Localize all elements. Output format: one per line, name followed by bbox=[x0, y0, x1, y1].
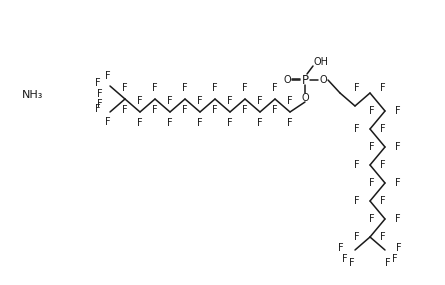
Text: F: F bbox=[272, 83, 278, 93]
Text: F: F bbox=[105, 117, 111, 127]
Text: F: F bbox=[212, 83, 218, 93]
Text: F: F bbox=[287, 118, 293, 128]
Text: F: F bbox=[349, 258, 355, 268]
Text: F: F bbox=[395, 178, 401, 188]
Text: F: F bbox=[95, 104, 101, 114]
Text: F: F bbox=[227, 118, 233, 128]
Text: F: F bbox=[137, 96, 143, 106]
Text: F: F bbox=[369, 106, 375, 116]
Text: F: F bbox=[152, 83, 158, 93]
Text: F: F bbox=[342, 254, 348, 264]
Text: F: F bbox=[167, 96, 173, 106]
Text: F: F bbox=[105, 71, 111, 81]
Text: F: F bbox=[122, 105, 128, 115]
Text: F: F bbox=[395, 214, 401, 224]
Text: F: F bbox=[385, 258, 391, 268]
Text: F: F bbox=[257, 118, 263, 128]
Text: O: O bbox=[301, 93, 309, 103]
Text: F: F bbox=[354, 124, 360, 134]
Text: F: F bbox=[338, 243, 344, 253]
Text: O: O bbox=[319, 75, 327, 85]
Text: F: F bbox=[272, 105, 278, 115]
Text: F: F bbox=[197, 96, 203, 106]
Text: F: F bbox=[152, 105, 158, 115]
Text: F: F bbox=[97, 89, 103, 99]
Text: F: F bbox=[137, 118, 143, 128]
Text: F: F bbox=[354, 160, 360, 170]
Text: OH: OH bbox=[313, 57, 328, 67]
Text: F: F bbox=[182, 105, 188, 115]
Text: F: F bbox=[369, 178, 375, 188]
Text: F: F bbox=[380, 160, 386, 170]
Text: F: F bbox=[395, 142, 401, 152]
Text: F: F bbox=[287, 96, 293, 106]
Text: F: F bbox=[392, 254, 398, 264]
Text: P: P bbox=[302, 74, 308, 87]
Text: F: F bbox=[197, 118, 203, 128]
Text: F: F bbox=[212, 105, 218, 115]
Text: F: F bbox=[227, 96, 233, 106]
Text: F: F bbox=[122, 83, 128, 93]
Text: F: F bbox=[395, 106, 401, 116]
Text: F: F bbox=[97, 99, 103, 109]
Text: F: F bbox=[242, 105, 248, 115]
Text: F: F bbox=[380, 232, 386, 242]
Text: F: F bbox=[242, 83, 248, 93]
Text: F: F bbox=[354, 232, 360, 242]
Text: F: F bbox=[396, 243, 402, 253]
Text: F: F bbox=[380, 196, 386, 206]
Text: F: F bbox=[354, 196, 360, 206]
Text: O: O bbox=[283, 75, 291, 85]
Text: F: F bbox=[354, 83, 360, 93]
Text: F: F bbox=[182, 83, 188, 93]
Text: F: F bbox=[369, 214, 375, 224]
Text: F: F bbox=[380, 83, 386, 93]
Text: F: F bbox=[257, 96, 263, 106]
Text: F: F bbox=[369, 142, 375, 152]
Text: F: F bbox=[380, 124, 386, 134]
Text: F: F bbox=[95, 78, 101, 88]
Text: F: F bbox=[167, 118, 173, 128]
Text: NH₃: NH₃ bbox=[22, 90, 43, 100]
